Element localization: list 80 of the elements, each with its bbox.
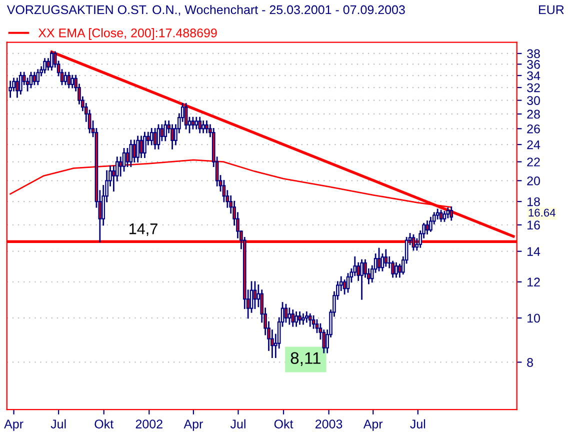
candlestick: [43, 58, 46, 74]
ref-line-label: 14,7: [130, 224, 158, 236]
candlestick: [191, 116, 195, 130]
candlestick: [64, 72, 68, 86]
candlestick: [394, 262, 398, 278]
candlestick: [342, 280, 346, 294]
candlestick: [164, 120, 168, 142]
candlestick: [160, 124, 164, 142]
candlestick: [16, 78, 19, 98]
x-tick-label: Okt: [94, 419, 114, 428]
candlestick: [398, 264, 402, 278]
candlestick: [202, 120, 205, 134]
x-tick-label: Jul: [410, 419, 426, 428]
y-tick-label: 30: [527, 96, 540, 105]
y-tick-label: 16: [528, 220, 540, 230]
candlestick: [391, 260, 394, 278]
candlestick: [426, 220, 429, 234]
y-tick-label: 8: [527, 358, 533, 367]
candlestick: [308, 313, 312, 327]
candlestick: [253, 281, 257, 310]
candlestick: [18, 72, 22, 95]
candlestick: [377, 248, 381, 272]
candlestick: [442, 211, 446, 222]
candlestick: [67, 72, 71, 88]
candlestick: [170, 124, 174, 150]
x-tick-label: Jul: [50, 419, 66, 428]
y-tick-label: 28: [527, 110, 540, 119]
y-tick-label: 22: [527, 158, 540, 166]
y-tick-label: 38: [527, 49, 540, 58]
candlestick: [29, 72, 33, 88]
y-tick-label: 36: [527, 60, 540, 69]
legend-label: XX EMA [Close, 200]:17.488699: [38, 28, 217, 40]
candlestick: [288, 308, 292, 325]
y-tick-label: 20: [527, 176, 540, 186]
candlestick: [143, 132, 146, 158]
annotation: 8,11: [290, 352, 320, 366]
x-tick-label: 2003: [316, 420, 342, 428]
candlestick: [439, 210, 443, 222]
x-tick-label: 2002: [136, 420, 162, 428]
candlestick: [446, 208, 450, 218]
candlestick: [32, 72, 36, 86]
candlestick: [205, 120, 208, 134]
candlestick: [294, 311, 298, 327]
y-tick-label: 24: [527, 140, 540, 150]
x-tick-label: Jul: [230, 419, 246, 428]
y-tick-label: 18: [528, 197, 540, 206]
candlestick: [136, 136, 140, 162]
candlestick: [284, 304, 288, 323]
x-tick-label: Apr: [4, 420, 24, 431]
candlestick: [304, 311, 308, 323]
candlestick: [184, 102, 188, 130]
candlestick: [156, 124, 160, 150]
y-tick-label: 12: [528, 278, 540, 286]
candlestick: [302, 313, 305, 325]
candlestick: [140, 136, 143, 158]
chart-title: VORZUGSAKTIEN O.ST. O.N., Wochenchart - 25.03.2001 - 07.09.2003: [6, 4, 405, 16]
x-tick-label: Apr: [363, 420, 383, 431]
candlestick: [384, 249, 388, 267]
candlestick: [360, 259, 364, 300]
candlestick: [50, 51, 54, 70]
candlestick: [291, 310, 295, 327]
y-tick-label: 26: [527, 124, 540, 134]
x-tick-label: Apr: [184, 420, 203, 431]
text: 16.64: [528, 208, 556, 217]
candlestick: [198, 116, 202, 134]
candlestick: [153, 128, 157, 150]
text: EUR: [539, 5, 564, 14]
candlestick: [8, 80, 12, 98]
candlestick: [129, 140, 133, 168]
candlestick: [36, 69, 40, 86]
y-tick-label: 34: [527, 71, 540, 80]
candlestick: [70, 74, 74, 88]
candlestick: [150, 128, 154, 146]
candlestick: [298, 311, 302, 325]
candlestick: [312, 315, 316, 329]
candlestick: [194, 116, 198, 130]
y-tick-label: 10: [528, 314, 540, 323]
x-tick-label: Okt: [274, 419, 294, 428]
y-tick-label: 32: [527, 83, 540, 92]
y-tick-label: 14: [528, 247, 540, 256]
